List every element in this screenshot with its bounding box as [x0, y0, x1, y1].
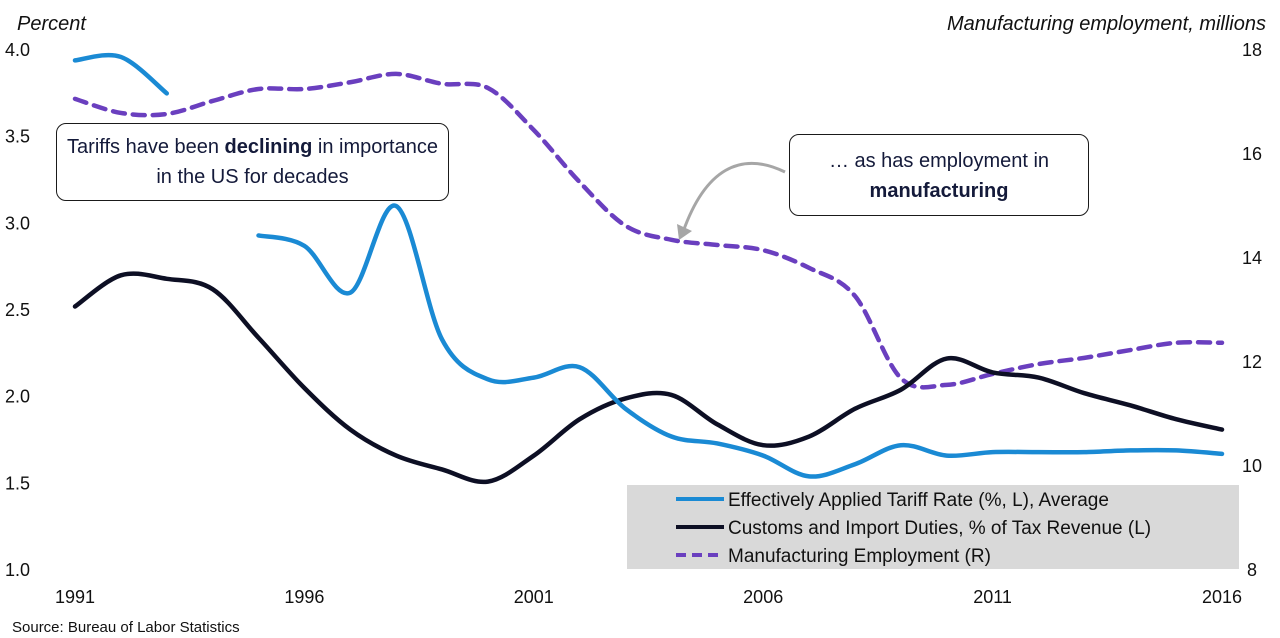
- left-axis-ticks: 1.0 1.5 2.0 2.5 3.0 3.5 4.0: [5, 40, 30, 580]
- annotation-text: Tariffs have been: [67, 136, 225, 158]
- x-tick-label: 2016: [1202, 587, 1242, 607]
- annotation-tariffs-declining: Tariffs have been declining in importanc…: [56, 123, 449, 201]
- series-2: [72, 71, 1225, 390]
- left-tick-label: 1.5: [5, 473, 30, 493]
- callout-arrow-head: [677, 224, 692, 240]
- source-note: Source: Bureau of Labor Statistics: [12, 619, 240, 636]
- annotation-bold-text: declining: [224, 136, 313, 158]
- x-tick-label: 1996: [284, 587, 324, 607]
- left-tick-label: 3.0: [5, 213, 30, 233]
- series-line: [72, 271, 1225, 485]
- right-tick-label: 10: [1242, 456, 1262, 476]
- series-0: [72, 52, 1225, 479]
- legend-item: Customs and Import Duties, % of Tax Reve…: [676, 518, 1151, 539]
- legend-label: Customs and Import Duties, % of Tax Reve…: [728, 518, 1151, 539]
- annotation-text: … as has employment in: [828, 150, 1050, 172]
- left-tick-label: 3.5: [5, 127, 30, 147]
- x-tick-label: 1991: [55, 587, 95, 607]
- right-tick-label: 18: [1242, 40, 1262, 60]
- legend-item: Manufacturing Employment (R): [676, 546, 991, 567]
- right-axis-ticks: 8 10 12 14 16 18: [1242, 40, 1262, 580]
- left-tick-label: 1.0: [5, 560, 30, 580]
- callout-arrow: [677, 161, 786, 240]
- callout-arrow-line: [681, 161, 786, 233]
- left-tick-label: 4.0: [5, 40, 30, 60]
- annotation-text: in importance in the US for decades: [156, 136, 438, 188]
- legend-item: Effectively Applied Tariff Rate (%, L), …: [676, 490, 1109, 511]
- right-tick-label: 14: [1242, 248, 1262, 268]
- left-tick-label: 2.5: [5, 300, 30, 320]
- legend-label: Effectively Applied Tariff Rate (%, L), …: [728, 490, 1109, 511]
- right-tick-label: 8: [1247, 560, 1257, 580]
- x-tick-label: 2011: [973, 587, 1012, 607]
- series-1: [72, 271, 1225, 485]
- legend-label: Manufacturing Employment (R): [728, 546, 991, 567]
- annotation-bold-text: manufacturing: [869, 180, 1009, 202]
- legend-background: [627, 485, 1239, 569]
- right-tick-label: 12: [1242, 352, 1262, 372]
- x-tick-label: 2006: [743, 587, 783, 607]
- right-tick-label: 16: [1242, 144, 1262, 164]
- left-axis-title: Percent: [17, 13, 87, 35]
- left-tick-label: 2.0: [5, 387, 30, 407]
- right-axis-title: Manufacturing employment, millions: [947, 13, 1266, 35]
- annotation-employment-declining: … as has employment in manufacturing: [789, 134, 1089, 216]
- series-line: [72, 71, 1225, 390]
- series-line: [256, 203, 1225, 479]
- x-tick-label: 2001: [514, 587, 554, 607]
- legend: Effectively Applied Tariff Rate (%, L), …: [627, 485, 1239, 569]
- series-line: [72, 52, 170, 96]
- x-axis-ticks: 1991 1996 2001 2006 2011 2016: [55, 587, 1242, 607]
- series-layer: [72, 52, 1225, 485]
